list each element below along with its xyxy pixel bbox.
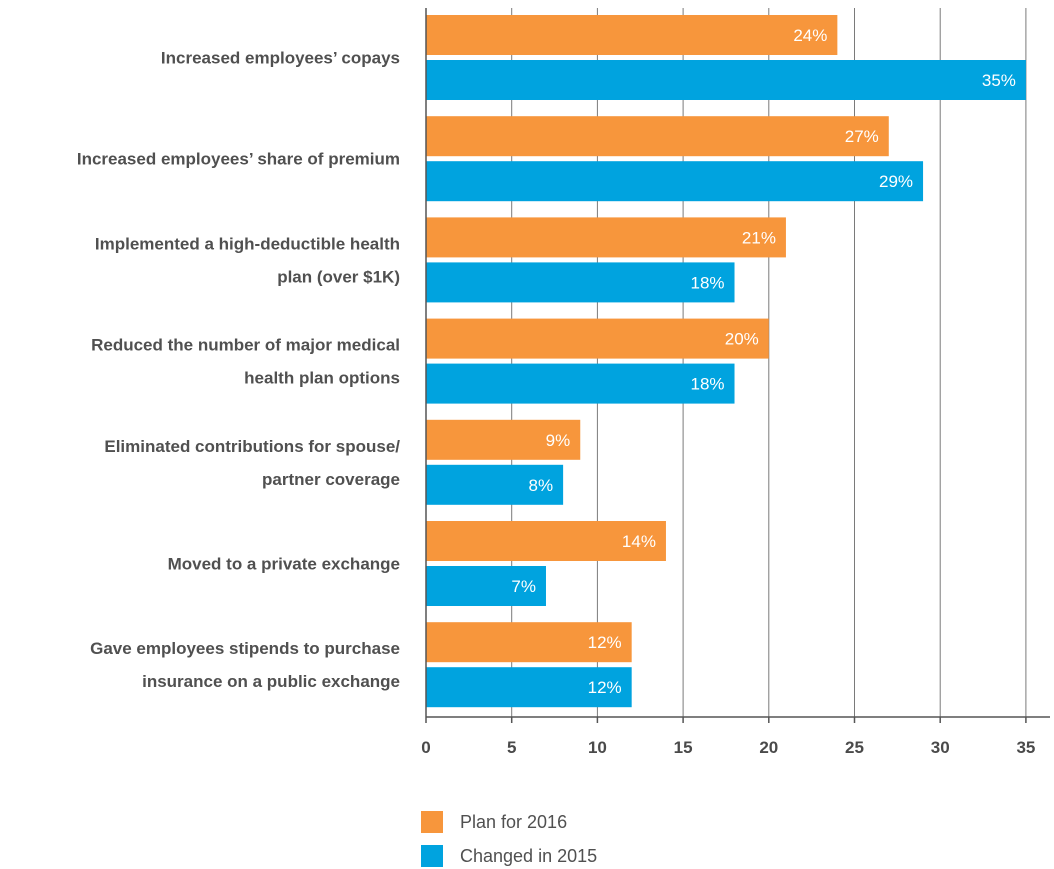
bar-value-label: 12% [588,633,622,652]
bar [426,262,735,303]
x-axis: 0 5 10 15 20 25 30 35 [421,8,1050,757]
category-label: Gave employees stipends to purchase [90,639,400,658]
legend-label: Plan for 2016 [460,812,567,832]
bar-value-label: 24% [793,26,827,45]
bar [426,60,1026,100]
bar-value-label: 7% [511,577,536,596]
legend: Plan for 2016 Changed in 2015 [421,811,597,867]
bar [426,116,889,157]
category-label: Increased employees’ share of premium [77,150,400,169]
x-tick-label: 0 [421,738,430,757]
gridlines [511,8,1027,717]
bar [426,217,786,258]
category-label: Implemented a high-deductible health [95,234,400,253]
bar-value-label: 20% [725,330,759,349]
legend-swatch [421,811,443,833]
x-tick-label: 30 [931,738,950,757]
bar [426,622,632,663]
bar-value-label: 29% [879,172,913,191]
bar [426,521,666,561]
bar-value-label: 35% [982,71,1016,90]
bars [426,15,1026,708]
bar [426,464,564,505]
category-label: Moved to a private exchange [168,555,400,574]
bar [426,419,581,460]
category-label: plan (over $1K) [277,267,400,286]
category-label: Reduced the number of major medical [91,336,400,355]
category-label: Eliminated contributions for spouse/ [104,437,400,456]
legend-label: Changed in 2015 [460,846,597,866]
bar-value-label: 14% [622,532,656,551]
bar [426,318,769,359]
category-label: insurance on a public exchange [142,672,400,691]
bar-value-labels: 24% 35% 27% 29% 21% 18% 20% 18% 9% 8% 14% 7% 12% 12% [511,26,1015,697]
bar [426,667,632,708]
legend-swatch [421,845,443,867]
bar-value-label: 8% [529,476,554,495]
bar [426,363,735,404]
bar-value-label: 18% [690,375,724,394]
x-tick-label: 25 [845,738,864,757]
category-labels: Increased employees’ copays Increased emp… [77,49,400,692]
x-tick-label: 5 [507,738,516,757]
bar-value-label: 18% [690,273,724,292]
x-tick-label: 35 [1016,738,1035,757]
bar [426,15,838,55]
category-label: health plan options [244,369,400,388]
x-tick-label: 10 [588,738,607,757]
bar [426,161,924,202]
bar [426,566,546,606]
x-tick-label: 15 [674,738,693,757]
category-label: Increased employees’ copays [161,49,400,68]
bar-value-label: 21% [742,228,776,247]
bar-value-label: 27% [845,127,879,146]
bar-value-label: 9% [546,431,571,450]
x-tick-label: 20 [759,738,778,757]
category-label: partner coverage [262,470,400,489]
bar-value-label: 12% [588,678,622,697]
